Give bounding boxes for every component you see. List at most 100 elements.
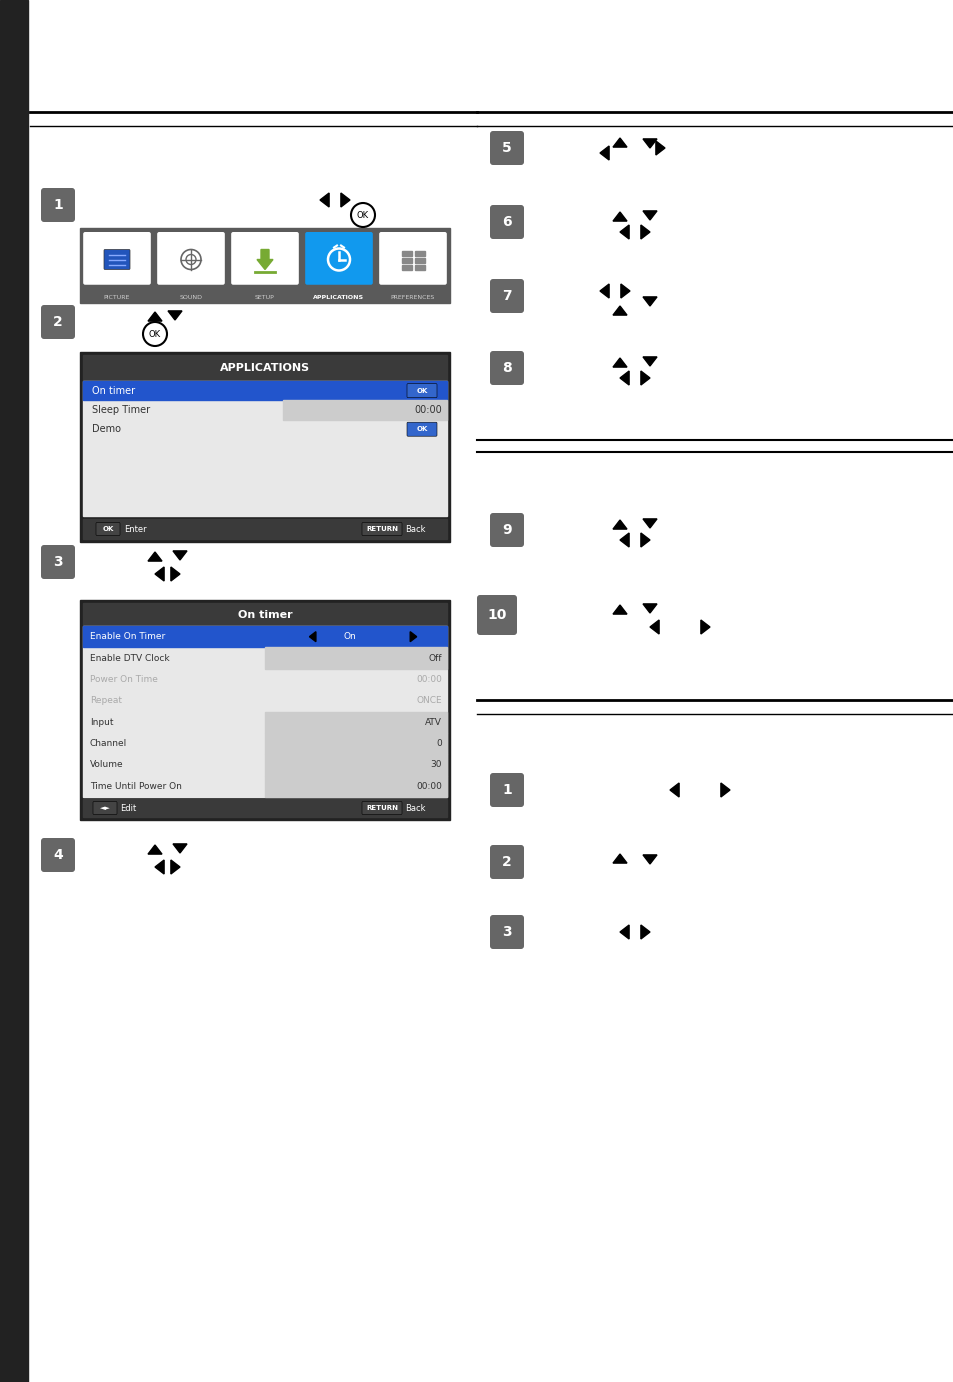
Text: APPLICATIONS: APPLICATIONS <box>220 363 310 373</box>
Text: SETUP: SETUP <box>254 294 274 300</box>
Bar <box>83 355 447 381</box>
Text: Back: Back <box>405 803 425 813</box>
FancyBboxPatch shape <box>41 837 75 872</box>
Text: Demo: Demo <box>91 424 121 434</box>
Polygon shape <box>642 211 657 220</box>
Polygon shape <box>642 140 657 148</box>
FancyBboxPatch shape <box>41 545 75 579</box>
Text: 8: 8 <box>501 361 512 375</box>
Bar <box>401 257 412 263</box>
Text: RETURN: RETURN <box>366 804 397 811</box>
Polygon shape <box>340 193 350 207</box>
FancyBboxPatch shape <box>476 596 517 634</box>
Bar <box>401 250 412 256</box>
Text: 9: 9 <box>501 522 511 538</box>
Text: Enter: Enter <box>124 525 147 533</box>
Polygon shape <box>642 518 657 528</box>
Polygon shape <box>171 860 180 873</box>
Polygon shape <box>599 146 608 160</box>
Bar <box>83 626 447 647</box>
Text: PICTURE: PICTURE <box>104 294 130 300</box>
Polygon shape <box>256 250 273 269</box>
Polygon shape <box>148 844 162 854</box>
Text: SOUND: SOUND <box>179 294 202 300</box>
Text: 5: 5 <box>501 141 512 155</box>
Polygon shape <box>613 605 626 614</box>
Polygon shape <box>309 632 315 641</box>
Bar <box>401 264 412 269</box>
Polygon shape <box>154 860 164 873</box>
Text: RETURN: RETURN <box>366 527 397 532</box>
Polygon shape <box>640 225 649 239</box>
Polygon shape <box>171 567 180 580</box>
Polygon shape <box>640 925 649 938</box>
Bar <box>83 603 447 626</box>
FancyBboxPatch shape <box>157 232 225 285</box>
FancyBboxPatch shape <box>305 232 373 285</box>
Text: Input: Input <box>90 717 113 727</box>
Text: 00:00: 00:00 <box>414 405 441 415</box>
FancyBboxPatch shape <box>490 205 523 239</box>
Polygon shape <box>613 305 626 315</box>
FancyBboxPatch shape <box>378 232 446 285</box>
Polygon shape <box>168 311 182 321</box>
Polygon shape <box>620 283 629 299</box>
Text: Time Until Power On: Time Until Power On <box>90 782 182 791</box>
Polygon shape <box>172 551 187 560</box>
FancyBboxPatch shape <box>83 232 151 285</box>
FancyBboxPatch shape <box>490 513 523 547</box>
FancyBboxPatch shape <box>104 250 130 269</box>
Bar <box>80 352 450 542</box>
Text: 10: 10 <box>487 608 506 622</box>
Polygon shape <box>619 225 628 239</box>
FancyBboxPatch shape <box>407 423 436 437</box>
Bar <box>415 264 424 269</box>
Text: OK: OK <box>356 210 369 220</box>
Text: Sleep Timer: Sleep Timer <box>91 405 150 415</box>
FancyBboxPatch shape <box>41 305 75 339</box>
Polygon shape <box>669 784 679 797</box>
Polygon shape <box>642 604 657 614</box>
Text: Back: Back <box>405 525 425 533</box>
Bar <box>415 257 424 263</box>
Text: Enable On Timer: Enable On Timer <box>90 632 165 641</box>
FancyBboxPatch shape <box>490 131 523 164</box>
Text: OK: OK <box>416 387 427 394</box>
Polygon shape <box>619 370 628 386</box>
Text: On timer: On timer <box>91 386 135 395</box>
Polygon shape <box>613 211 626 221</box>
Polygon shape <box>642 297 657 305</box>
FancyBboxPatch shape <box>490 279 523 312</box>
FancyBboxPatch shape <box>490 915 523 949</box>
Polygon shape <box>148 312 162 321</box>
Polygon shape <box>613 854 626 864</box>
Text: Off: Off <box>428 654 441 662</box>
Polygon shape <box>599 283 608 299</box>
Text: ATV: ATV <box>425 717 441 727</box>
Polygon shape <box>720 784 729 797</box>
Text: Repeat: Repeat <box>90 697 122 705</box>
Polygon shape <box>642 855 657 864</box>
Bar <box>265 712 447 732</box>
Polygon shape <box>154 567 164 580</box>
Polygon shape <box>613 520 626 529</box>
Polygon shape <box>613 138 626 146</box>
Text: PREFERENCES: PREFERENCES <box>391 294 435 300</box>
Polygon shape <box>640 533 649 547</box>
Polygon shape <box>640 370 649 386</box>
FancyBboxPatch shape <box>490 844 523 879</box>
Text: 6: 6 <box>501 216 511 229</box>
Bar <box>265 775 447 797</box>
Text: 2: 2 <box>501 855 512 869</box>
Polygon shape <box>172 844 187 853</box>
Text: OK: OK <box>149 329 161 339</box>
Bar <box>83 799 447 817</box>
Polygon shape <box>619 925 628 938</box>
FancyBboxPatch shape <box>41 188 75 223</box>
Text: 3: 3 <box>501 925 511 938</box>
Text: Power On Time: Power On Time <box>90 674 157 684</box>
Polygon shape <box>700 621 709 634</box>
Text: 1: 1 <box>501 784 512 797</box>
Text: 00:00: 00:00 <box>416 782 441 791</box>
Text: 00:00: 00:00 <box>416 674 441 684</box>
